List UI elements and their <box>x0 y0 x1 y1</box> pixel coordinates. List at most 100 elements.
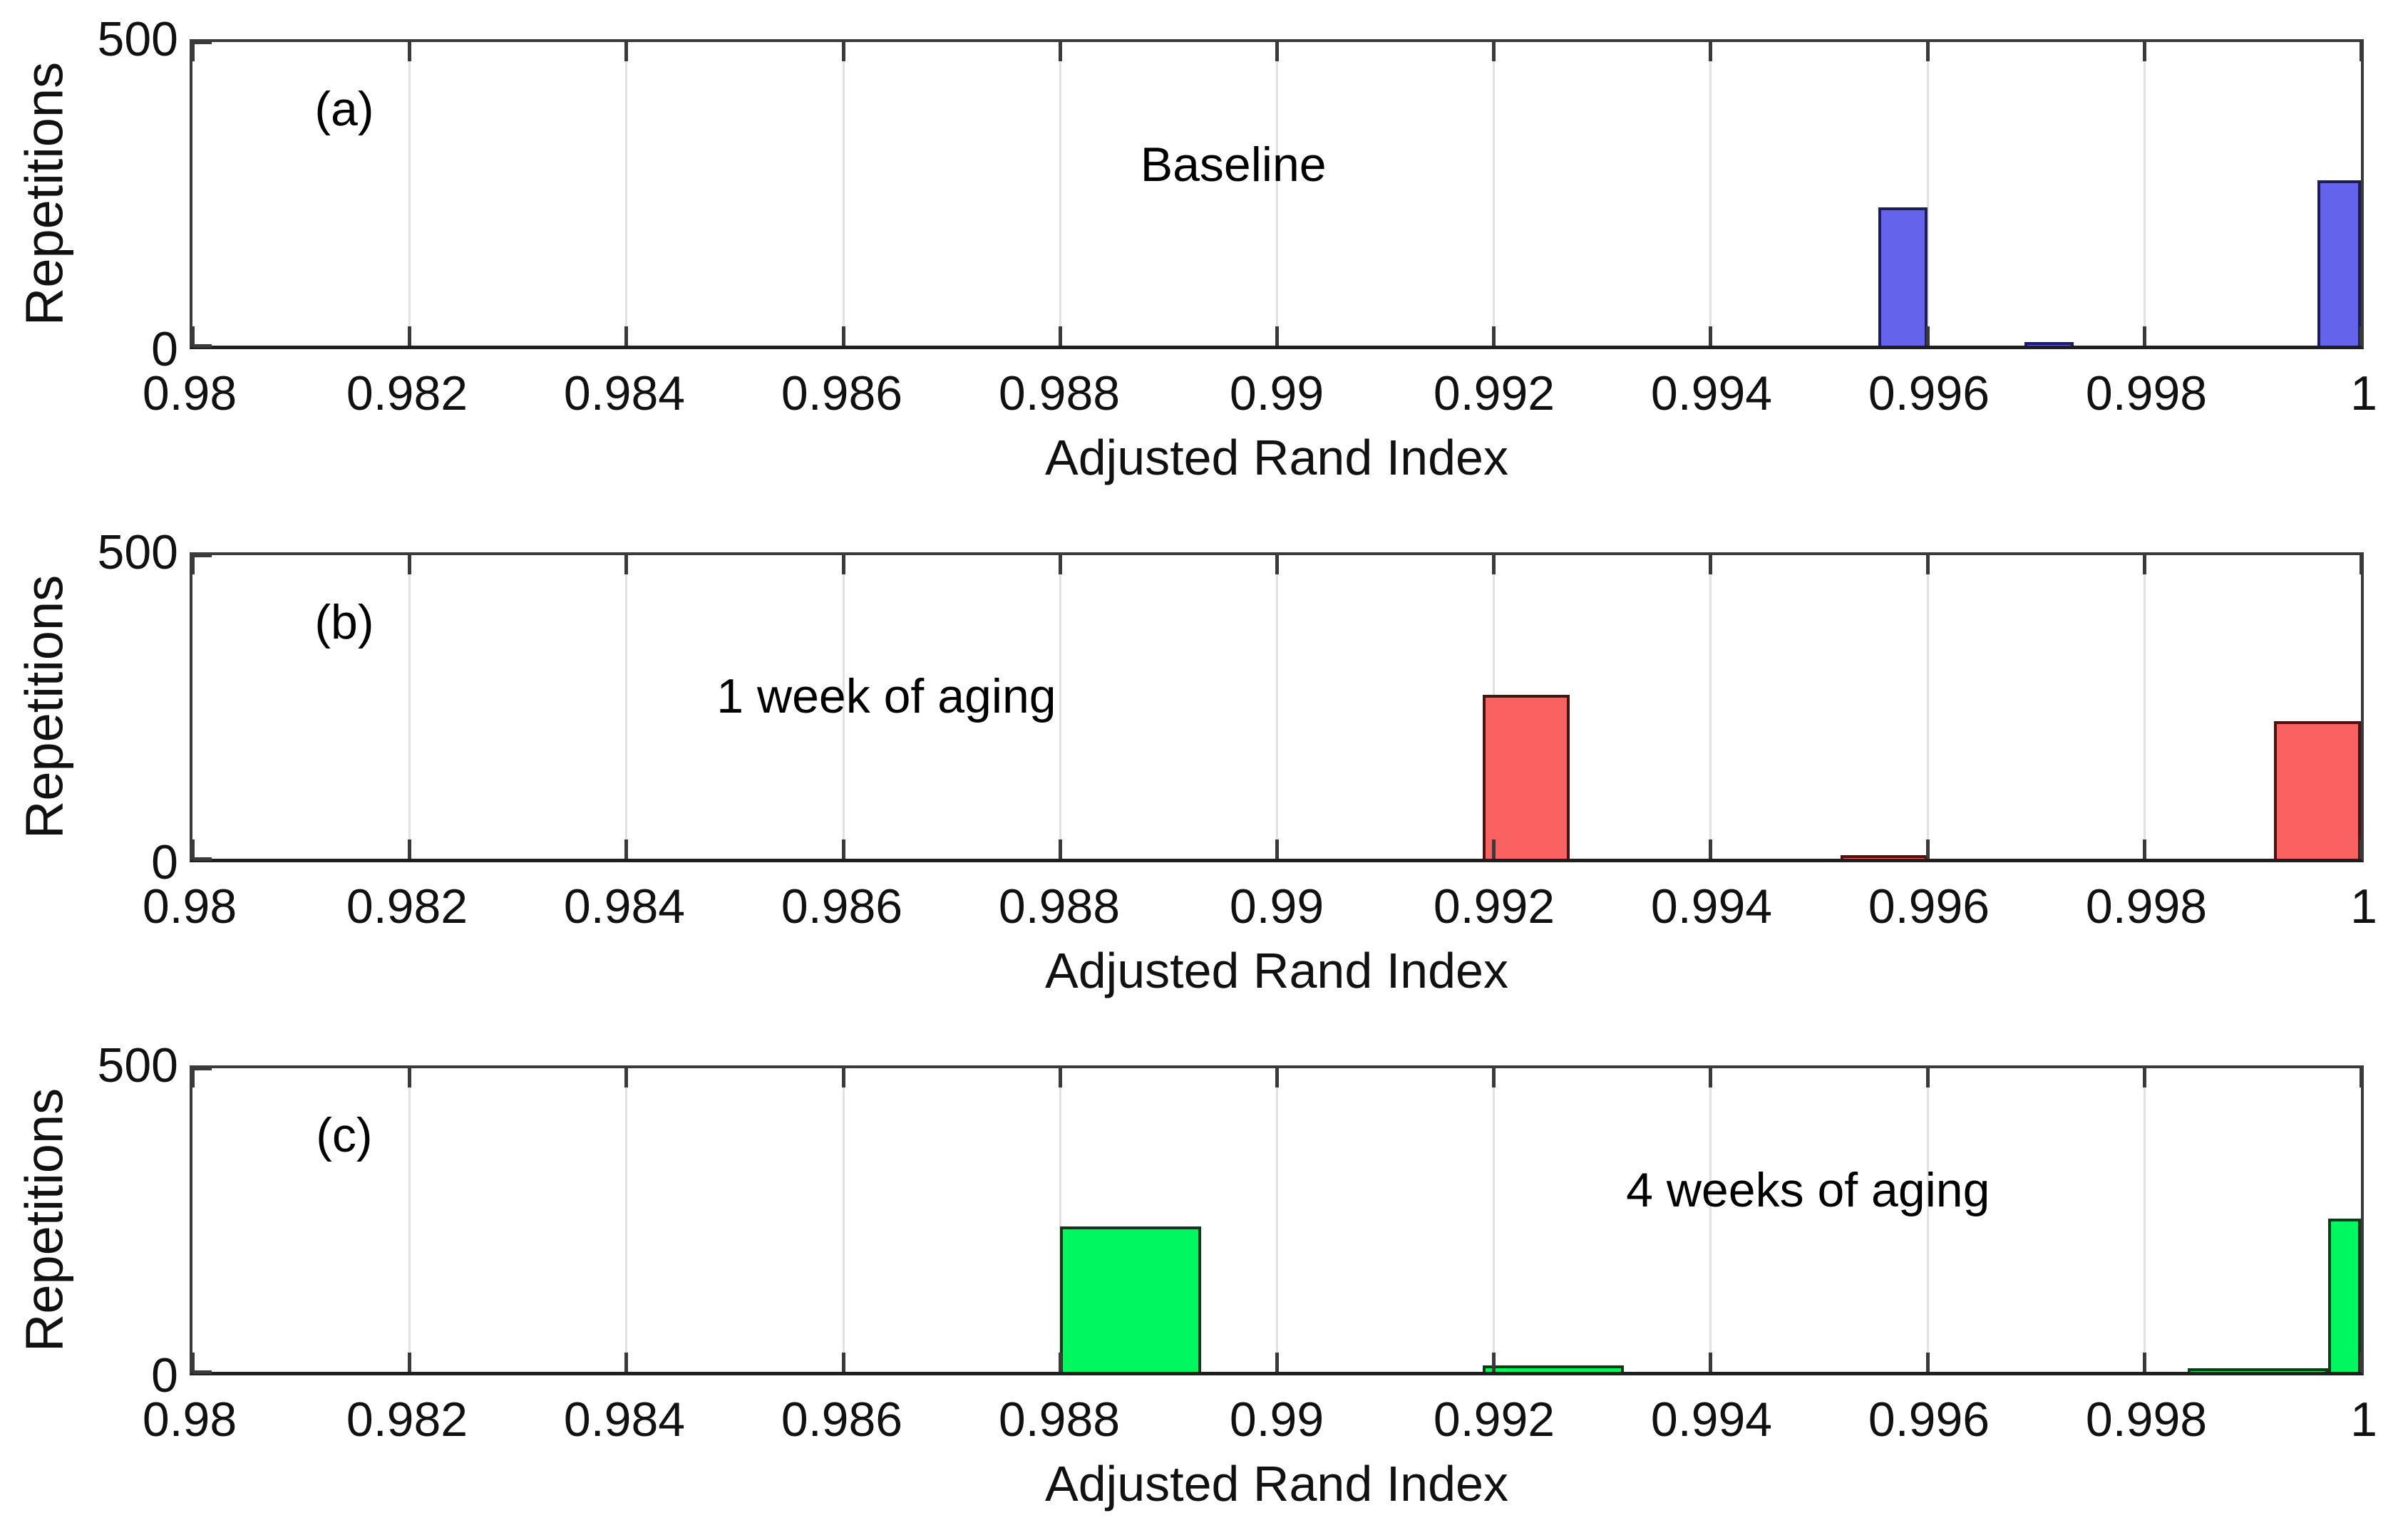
x-tick-label-0.98: 0.98 <box>142 879 237 934</box>
x-tick-label-0.986: 0.986 <box>781 879 903 934</box>
y-axis-label: Repetitions <box>14 574 74 839</box>
x-tick-label-0.986: 0.986 <box>781 1392 903 1447</box>
x-tick-mark-0.992 <box>1492 839 1496 859</box>
histogram-bar <box>1482 1365 1624 1372</box>
x-tick-mark-0.994 <box>1709 1353 1713 1372</box>
x-tick-mark-0.998 <box>2142 326 2146 346</box>
x-tick-label-0.992: 0.992 <box>1433 366 1555 420</box>
x-tick-label-0.988: 0.988 <box>998 366 1121 420</box>
x-tick-mark-0.988 <box>1058 42 1062 61</box>
gridline-x-0.982 <box>408 42 411 346</box>
x-tick-mark-0.99 <box>1275 1068 1279 1087</box>
x-tick-label-0.99: 0.99 <box>1229 879 1324 934</box>
x-tick-mark-0.992 <box>1492 1068 1496 1087</box>
y-tick-label-500: 500 <box>97 525 178 579</box>
x-tick-mark-1 <box>2360 1353 2363 1372</box>
x-tick-mark-0.996 <box>1925 42 1930 61</box>
x-tick-mark-0.996 <box>1925 839 1930 859</box>
x-tick-mark-0.998 <box>2142 1068 2146 1087</box>
plot-area-c: (c) 4 weeks of aging <box>190 1065 2364 1375</box>
gridline-x-0.994 <box>1709 555 1712 859</box>
gridline-x-0.992 <box>1493 42 1496 346</box>
x-tick-mark-0.988 <box>1058 839 1062 859</box>
x-tick-label-0.996: 0.996 <box>1868 879 1990 934</box>
gridline-x-0.982 <box>408 1068 411 1372</box>
histogram-bar <box>1482 694 1570 859</box>
x-tick-mark-0.992 <box>1492 42 1496 61</box>
y-tick-label-0: 0 <box>151 1348 178 1402</box>
x-tick-mark-0.994 <box>1709 839 1713 859</box>
gridline-x-0.984 <box>625 1068 628 1372</box>
x-tick-mark-0.988 <box>1058 555 1062 574</box>
x-tick-mark-0.986 <box>841 1353 845 1372</box>
x-tick-mark-0.99 <box>1275 839 1279 859</box>
gridline-x-0.998 <box>2143 42 2146 346</box>
x-tick-mark-0.98 <box>191 1353 195 1372</box>
x-tick-labels-c: 0.98 0.982 0.984 0.986 0.988 0.99 0.992 0.994 0.… <box>143 1391 2377 1452</box>
x-tick-label-0.982: 0.982 <box>346 366 468 420</box>
y-tick-mark-0 <box>192 344 212 348</box>
x-tick-mark-0.988 <box>1058 326 1062 346</box>
x-tick-label-0.992: 0.992 <box>1433 1392 1555 1447</box>
x-tick-mark-0.984 <box>624 1353 629 1372</box>
y-tick-label-0: 0 <box>151 322 178 376</box>
x-tick-mark-0.982 <box>408 555 412 574</box>
x-tick-label-0.986: 0.986 <box>781 366 903 420</box>
x-tick-labels-a: 0.98 0.982 0.984 0.986 0.988 0.99 0.992 0.994 0.… <box>143 365 2377 426</box>
x-tick-mark-0.99 <box>1275 555 1279 574</box>
gridline-x-0.988 <box>1059 1068 1061 1372</box>
gridline-x-0.992 <box>1493 1068 1496 1372</box>
x-tick-label-0.984: 0.984 <box>563 879 686 934</box>
x-tick-label-0.998: 0.998 <box>2085 1392 2208 1447</box>
x-tick-label-0.998: 0.998 <box>2085 366 2208 420</box>
x-tick-mark-0.992 <box>1492 326 1496 346</box>
x-tick-label-0.994: 0.994 <box>1650 879 1773 934</box>
x-tick-mark-0.98 <box>191 42 195 61</box>
x-tick-mark-0.98 <box>191 555 195 574</box>
x-tick-mark-0.996 <box>1925 326 1930 346</box>
x-axis-label-c: Adjusted Rand Index <box>1045 1456 1508 1511</box>
x-tick-label-0.982: 0.982 <box>346 1392 468 1447</box>
gridline-x-0.988 <box>1059 555 1061 859</box>
gridline-x-0.984 <box>625 555 628 859</box>
x-tick-mark-0.986 <box>841 42 845 61</box>
x-tick-label-0.988: 0.988 <box>998 879 1121 934</box>
subplot-1-week: Repetitions 500 0 (b) 1 week of aging 0.… <box>0 513 2398 1026</box>
x-axis-label-a: Adjusted Rand Index <box>1045 430 1508 485</box>
panel-letter-c: (c) <box>316 1107 373 1162</box>
x-tick-label-0.994: 0.994 <box>1650 1392 1773 1447</box>
gridline-x-0.984 <box>625 42 628 346</box>
histogram-bar <box>2328 1219 2361 1372</box>
gridline-x-0.99 <box>1276 555 1278 859</box>
gridline-x-0.998 <box>2143 555 2146 859</box>
x-tick-label-0.984: 0.984 <box>563 1392 686 1447</box>
gridline-x-0.986 <box>842 555 845 859</box>
histogram-bar <box>2024 342 2074 346</box>
x-tick-mark-0.994 <box>1709 555 1713 574</box>
x-tick-mark-1 <box>2360 1068 2363 1087</box>
x-tick-mark-0.99 <box>1275 42 1279 61</box>
x-tick-mark-0.994 <box>1709 1068 1713 1087</box>
x-axis-label-b: Adjusted Rand Index <box>1045 943 1508 998</box>
x-tick-mark-0.986 <box>841 839 845 859</box>
x-tick-label-1: 1 <box>2350 1392 2377 1447</box>
x-tick-label-0.984: 0.984 <box>563 366 686 420</box>
x-tick-mark-0.998 <box>2142 555 2146 574</box>
x-tick-mark-1 <box>2360 326 2363 346</box>
x-tick-mark-0.982 <box>408 326 412 346</box>
y-axis-label: Repetitions <box>14 61 74 326</box>
plot-area-a: (a) Baseline <box>190 39 2364 349</box>
histogram-bar <box>1840 855 1928 859</box>
x-tick-mark-1 <box>2360 42 2363 61</box>
x-tick-mark-0.984 <box>624 555 629 574</box>
gridline-x-0.996 <box>1926 555 1929 859</box>
y-tick-mark-500 <box>192 554 212 557</box>
x-tick-mark-0.986 <box>841 326 845 346</box>
gridline-x-0.986 <box>842 42 845 346</box>
x-tick-mark-0.984 <box>624 42 629 61</box>
x-tick-label-0.98: 0.98 <box>142 1392 237 1447</box>
gridline-x-0.99 <box>1276 1068 1278 1372</box>
x-tick-mark-0.984 <box>624 326 629 346</box>
x-tick-mark-0.992 <box>1492 555 1496 574</box>
y-tick-mark-500 <box>192 41 212 44</box>
